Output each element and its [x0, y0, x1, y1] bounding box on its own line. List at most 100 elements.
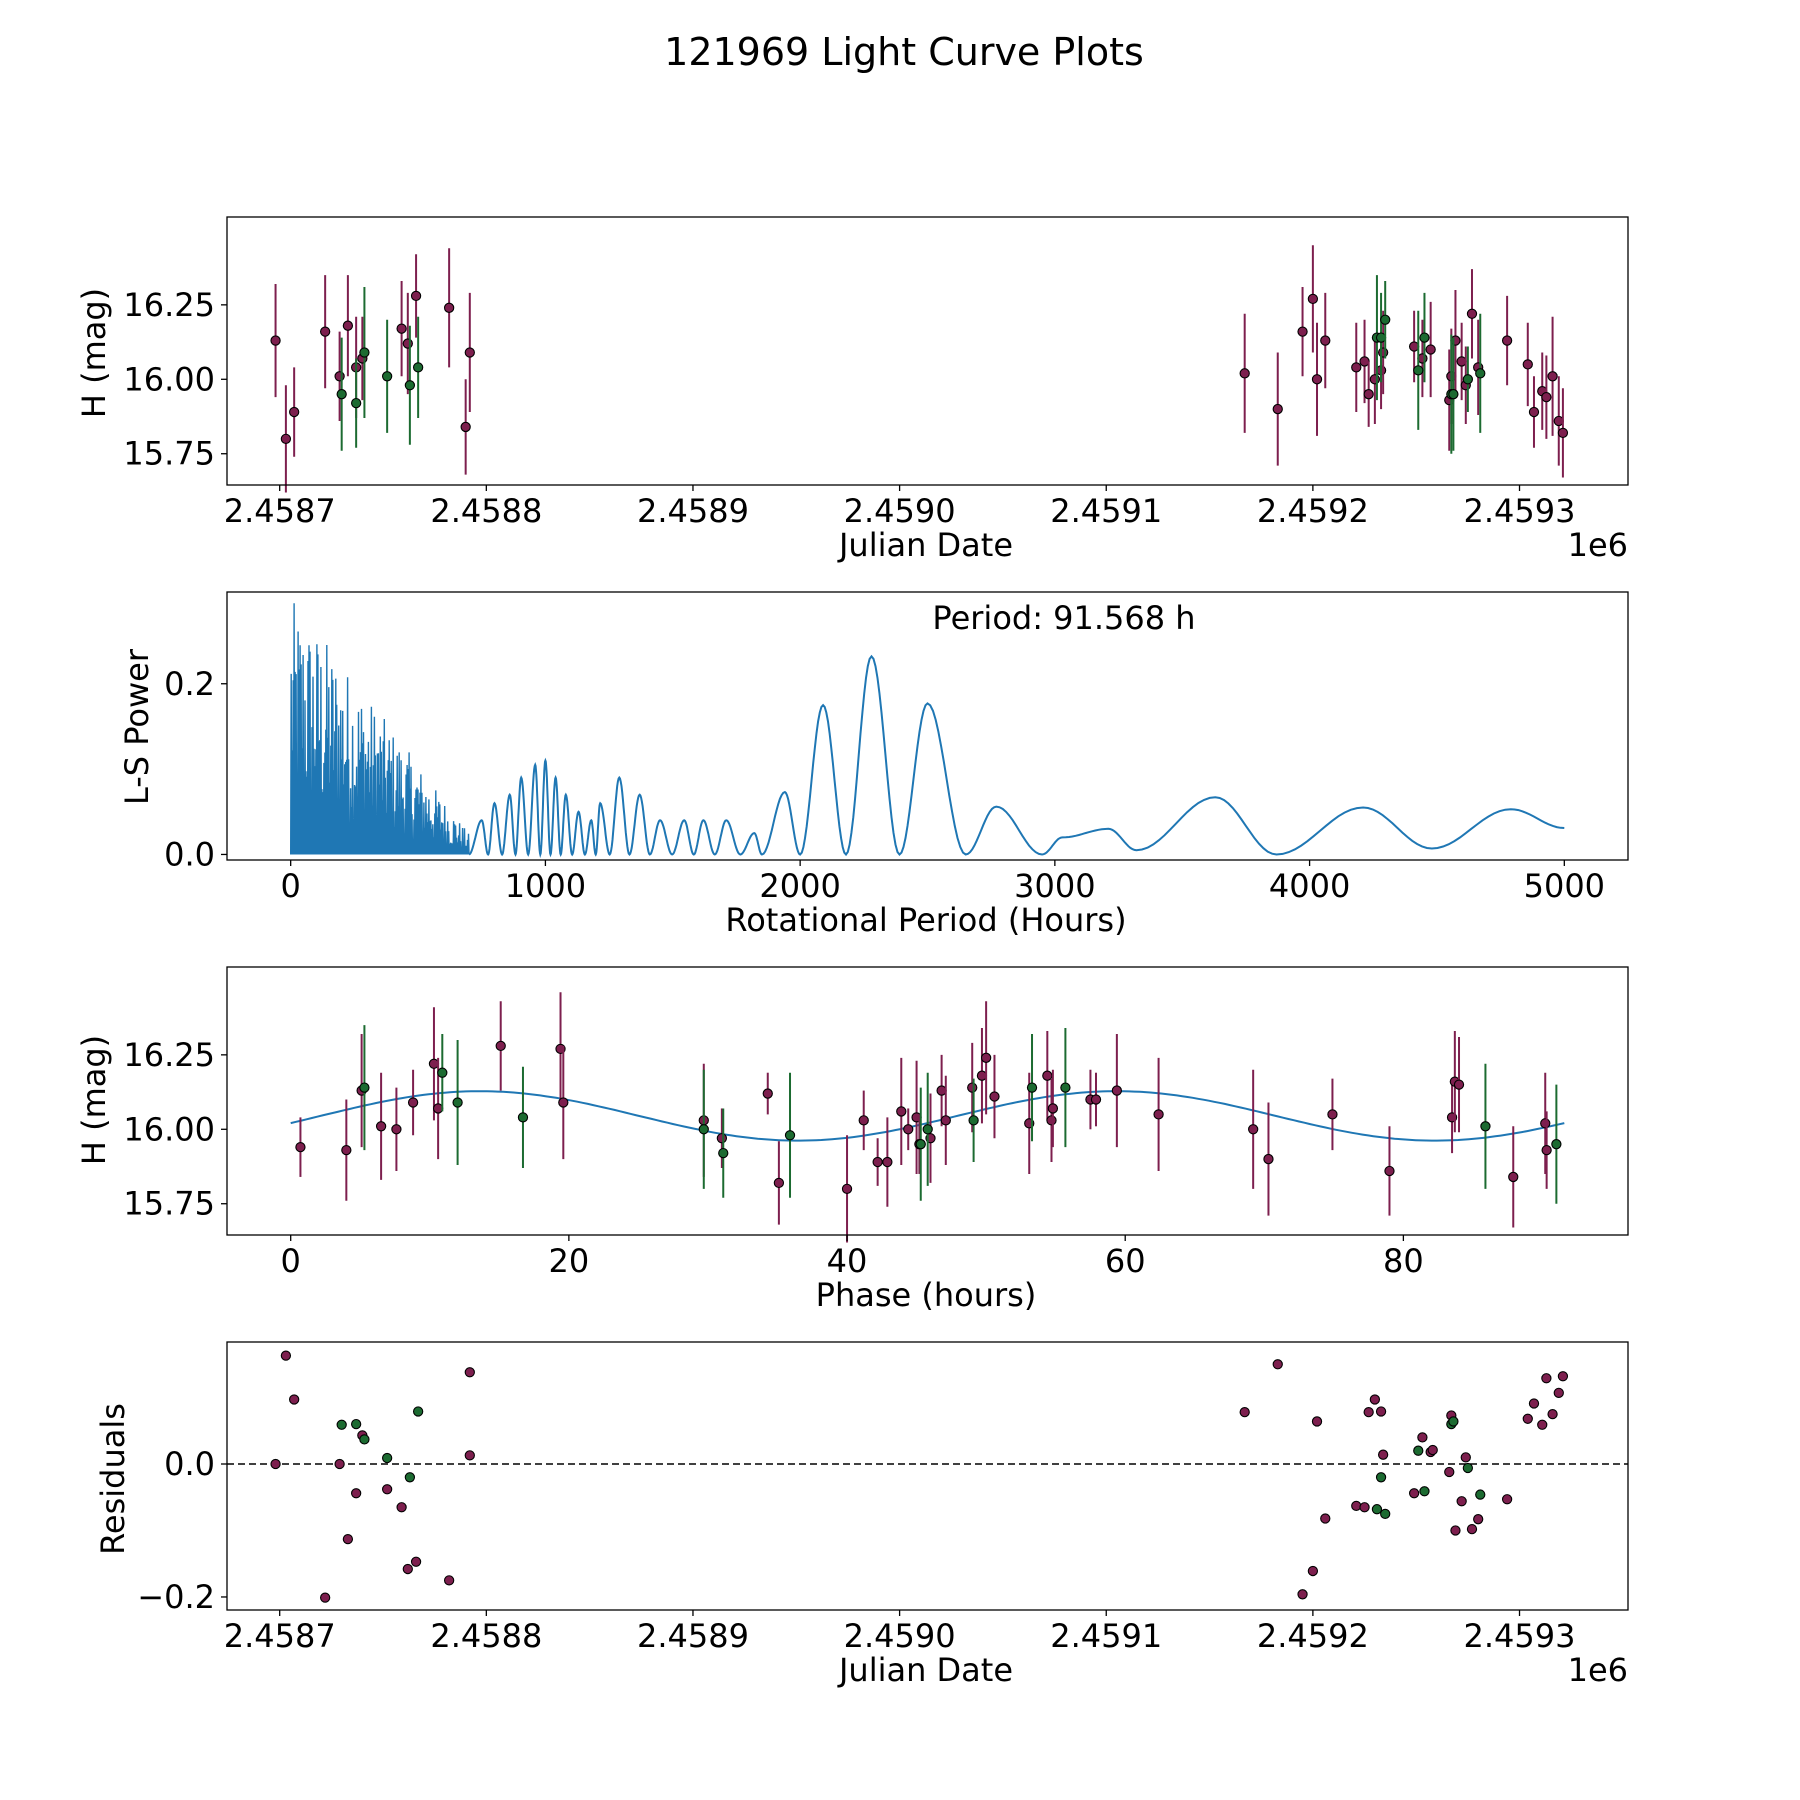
lightcurve-plot-area [270, 245, 1569, 493]
rs-point [1239, 1406, 1250, 1418]
periodogram-noise [290, 603, 470, 855]
ph-xtick-label: 20 [549, 1242, 590, 1280]
lc-point [1541, 392, 1552, 403]
lightcurve-ylabel: H (mag) [75, 288, 113, 418]
ph-point [773, 1177, 785, 1189]
lc-point [1419, 332, 1430, 343]
rs-point [1351, 1500, 1362, 1512]
ph-point [968, 1115, 979, 1126]
rs-point [1450, 1525, 1461, 1536]
ph-point [896, 1106, 907, 1117]
rs-point [1522, 1413, 1533, 1424]
ph-xtick-label: 60 [1105, 1242, 1146, 1280]
lc-point [1475, 368, 1486, 379]
lightcurve-panel: 2.4587 2.4588 2.4589 2.4590 2.4591 2.4592 2.45… [75, 216, 1629, 564]
rs-point [1473, 1514, 1484, 1525]
lc-point [320, 326, 331, 337]
rs-point [1557, 1371, 1569, 1382]
rs-point [1363, 1406, 1374, 1418]
rs-point [342, 1533, 354, 1545]
rs-point [1413, 1445, 1424, 1456]
rs-point [1528, 1398, 1540, 1409]
ph-point [1153, 1109, 1164, 1120]
lc-point [381, 371, 393, 382]
rs-point [1369, 1394, 1381, 1405]
residuals-ylabel: Residuals [94, 1403, 132, 1555]
rs-point [1456, 1496, 1467, 1507]
lc-point [1425, 344, 1436, 355]
ph-point [762, 1088, 773, 1099]
ph-point [716, 1133, 728, 1144]
periodogram-line [468, 654, 1565, 859]
lc-point [334, 371, 345, 382]
lc-point [1311, 374, 1323, 385]
rs-point [381, 1484, 393, 1495]
pg-frame [226, 591, 1629, 861]
ph-point [1090, 1094, 1102, 1105]
lc-ytick-label: 16.00 [123, 360, 215, 398]
rs-point [410, 1556, 422, 1567]
rs-frame [226, 1341, 1629, 1611]
pg-xtick-label: 4000 [1269, 867, 1350, 905]
ph-point [784, 1130, 796, 1141]
lc-point [1462, 374, 1474, 385]
rs-point [350, 1418, 362, 1430]
ph-point [903, 1124, 914, 1135]
ph-point [915, 1139, 926, 1150]
rs-point [464, 1367, 475, 1378]
lc-point [464, 347, 475, 358]
ph-point [375, 1121, 387, 1132]
rs-point [464, 1450, 475, 1461]
rs-point [1375, 1406, 1387, 1417]
rs-point [1462, 1462, 1474, 1474]
lc-xtick-label: 2.4588 [430, 492, 542, 530]
phased-ylabel: H (mag) [75, 1035, 113, 1165]
lc-point [270, 335, 281, 346]
lc-xtick-label: 2.4593 [1464, 492, 1576, 530]
ph-point [1453, 1079, 1465, 1090]
lc-xtick-label: 2.4592 [1257, 492, 1369, 530]
lc-point [404, 380, 416, 391]
lc-ytick-label: 15.75 [123, 435, 215, 473]
lc-point [350, 397, 362, 409]
lightcurve-xlabel: Julian Date [837, 526, 1013, 564]
ph-point [1060, 1082, 1071, 1093]
phased-axes: 0 20 40 60 80 15.75 16.00 16.25 [123, 966, 1629, 1280]
rs-point [1537, 1419, 1548, 1430]
lc-ytick-label: 16.25 [123, 286, 215, 324]
lc-point [402, 338, 413, 349]
ph-point [989, 1091, 1000, 1102]
ph-point [517, 1112, 529, 1123]
figure-title: 121969 Light Curve Plots [664, 30, 1144, 74]
lc-point [1557, 427, 1569, 439]
lc-point [1369, 374, 1381, 385]
ph-xtick-label: 40 [827, 1242, 868, 1280]
pg-xtick-label: 1000 [505, 867, 586, 905]
ph-point [1111, 1085, 1123, 1096]
rs-point [359, 1434, 370, 1445]
rs-point [1375, 1472, 1387, 1483]
rs-point [1380, 1508, 1391, 1520]
ph-point [1384, 1165, 1395, 1177]
ph-ytick-label: 15.75 [123, 1185, 215, 1223]
ph-point [1541, 1144, 1552, 1156]
rs-point [1501, 1494, 1513, 1505]
rs-point [1377, 1449, 1389, 1460]
lc-point [280, 433, 292, 444]
ph-point [1026, 1082, 1038, 1093]
pg-xtick-label: 0 [281, 867, 301, 905]
rs-point [1307, 1565, 1319, 1577]
lc-point [1351, 362, 1362, 373]
lc-point [359, 347, 370, 358]
lc-point [1522, 359, 1533, 370]
ph-point [1480, 1121, 1491, 1132]
ph-xtick-label: 0 [281, 1242, 301, 1280]
phased-plot-area [290, 992, 1565, 1243]
lc-point [1297, 326, 1308, 337]
lc-point [1363, 389, 1374, 400]
phased-xlabel: Phase (hours) [816, 1276, 1037, 1314]
periodogram-axes: 0 1000 2000 3000 4000 5000 0.0 0.2 [164, 591, 1629, 905]
phased-panel: 0 20 40 60 80 15.75 16.00 16.25 Phase (hours) H… [75, 966, 1629, 1314]
